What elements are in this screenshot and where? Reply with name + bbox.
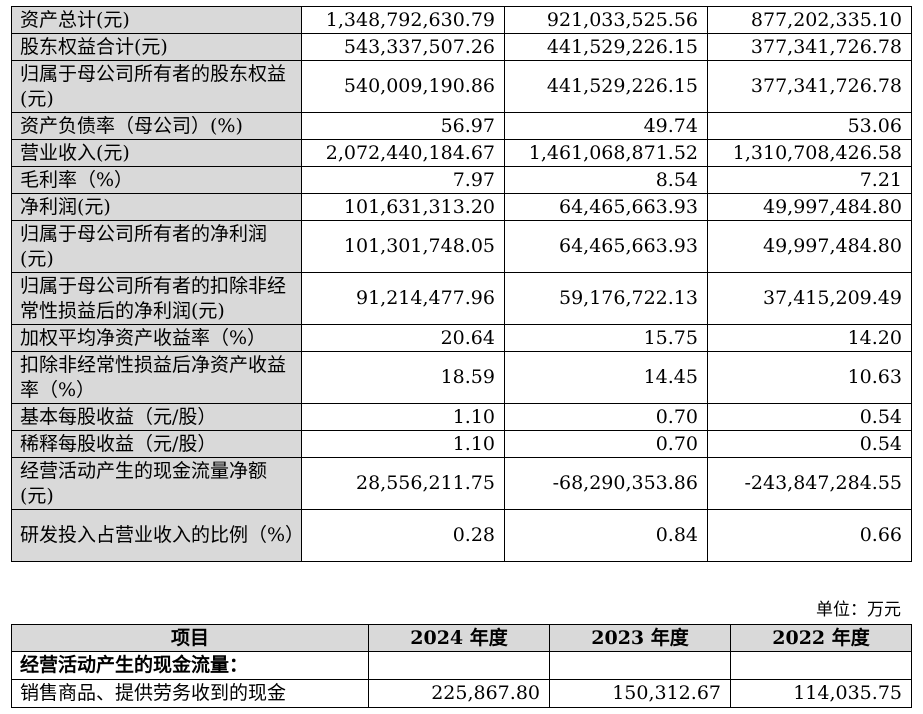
section-title: 经营活动产生的现金流量：	[11, 651, 369, 680]
value-2023: 15.75	[504, 324, 708, 352]
value-2023: 150,312.67	[549, 679, 731, 708]
value-2022: 0.54	[707, 430, 912, 458]
table-row: 资产负债率（母公司）(%) 56.97 49.74 53.06	[11, 112, 912, 140]
value-2022: -243,847,284.55	[707, 457, 912, 510]
value-2024: 20.64	[301, 324, 505, 352]
table-row: 稀释每股收益（元/股） 1.10 0.70 0.54	[11, 430, 912, 458]
value-2024: 91,214,477.96	[301, 272, 505, 325]
row-label: 基本每股收益（元/股）	[11, 403, 302, 431]
value-2024: 28,556,211.75	[301, 457, 505, 510]
section-row: 经营活动产生的现金流量：	[11, 651, 912, 680]
value-2023: 441,529,226.15	[504, 60, 708, 113]
table-row: 销售商品、提供劳务收到的现金 225,867.80 150,312.67 114…	[11, 679, 912, 708]
row-label: 资产总计(元)	[11, 6, 302, 34]
row-label: 净利润(元)	[11, 193, 302, 221]
table-row: 归属于母公司所有者的净利润(元) 101,301,748.05 64,465,6…	[11, 220, 912, 273]
value-2024: 1.10	[301, 403, 505, 431]
value-2023: 59,176,722.13	[504, 272, 708, 325]
unit-note: 单位：万元	[816, 600, 901, 620]
value-2024: 1.10	[301, 430, 505, 458]
value-2023: 921,033,525.56	[504, 6, 708, 34]
row-label: 研发投入占营业收入的比例（%）	[11, 509, 302, 562]
value-2022: 49,997,484.80	[707, 193, 912, 221]
table-header-row: 项目 2024 年度 2023 年度 2022 年度	[11, 624, 912, 652]
value-2024: 543,337,507.26	[301, 33, 505, 61]
table-row: 扣除非经常性损益后净资产收益率（%） 18.59 14.45 10.63	[11, 351, 912, 404]
row-label: 毛利率（%）	[11, 166, 302, 194]
value-2024: 101,301,748.05	[301, 220, 505, 273]
value-2024: 1,348,792,630.79	[301, 6, 505, 34]
table-row: 净利润(元) 101,631,313.20 64,465,663.93 49,9…	[11, 193, 912, 221]
row-label: 稀释每股收益（元/股）	[11, 430, 302, 458]
table-row: 股东权益合计(元) 543,337,507.26 441,529,226.15 …	[11, 33, 912, 61]
value-2023: -68,290,353.86	[504, 457, 708, 510]
value-2023: 64,465,663.93	[504, 193, 708, 221]
value-2022: 7.21	[707, 166, 912, 194]
value-2024: 540,009,190.86	[301, 60, 505, 113]
value-2024: 18.59	[301, 351, 505, 404]
row-label: 股东权益合计(元)	[11, 33, 302, 61]
value-2023: 441,529,226.15	[504, 33, 708, 61]
table-row: 研发投入占营业收入的比例（%） 0.28 0.84 0.66	[11, 509, 912, 562]
value-2022: 377,341,726.78	[707, 60, 912, 113]
value-2022: 49,997,484.80	[707, 220, 912, 273]
value-2024: 101,631,313.20	[301, 193, 505, 221]
value-2022: 0.54	[707, 403, 912, 431]
value-2022: 1,310,708,426.58	[707, 139, 912, 167]
value-2023: 64,465,663.93	[504, 220, 708, 273]
table-row: 加权平均净资产收益率（%） 20.64 15.75 14.20	[11, 324, 912, 352]
table-row: 归属于母公司所有者的股东权益(元) 540,009,190.86 441,529…	[11, 60, 912, 113]
table-row: 营业收入(元) 2,072,440,184.67 1,461,068,871.5…	[11, 139, 912, 167]
row-label: 营业收入(元)	[11, 139, 302, 167]
table-row: 毛利率（%） 7.97 8.54 7.21	[11, 166, 912, 194]
value-2024: 0.28	[301, 509, 505, 562]
value-2024: 7.97	[301, 166, 505, 194]
empty-cell	[549, 651, 731, 680]
cashflow-table: 项目 2024 年度 2023 年度 2022 年度 经营活动产生的现金流量： …	[11, 624, 912, 708]
value-2022: 37,415,209.49	[707, 272, 912, 325]
value-2022: 114,035.75	[730, 679, 912, 708]
value-2022: 0.66	[707, 509, 912, 562]
value-2023: 1,461,068,871.52	[504, 139, 708, 167]
row-label: 资产负债率（母公司）(%)	[11, 112, 302, 140]
value-2022: 14.20	[707, 324, 912, 352]
value-2024: 225,867.80	[368, 679, 550, 708]
row-label: 归属于母公司所有者的扣除非经常性损益后的净利润(元)	[11, 272, 302, 325]
value-2022: 377,341,726.78	[707, 33, 912, 61]
table-row: 归属于母公司所有者的扣除非经常性损益后的净利润(元) 91,214,477.96…	[11, 272, 912, 325]
header-2024: 2024 年度	[368, 624, 550, 652]
value-2023: 0.70	[504, 430, 708, 458]
row-label: 归属于母公司所有者的净利润(元)	[11, 220, 302, 273]
empty-cell	[730, 651, 912, 680]
value-2023: 0.70	[504, 403, 708, 431]
header-2023: 2023 年度	[549, 624, 731, 652]
value-2023: 14.45	[504, 351, 708, 404]
row-label: 经营活动产生的现金流量净额(元)	[11, 457, 302, 510]
empty-cell	[368, 651, 550, 680]
value-2022: 10.63	[707, 351, 912, 404]
value-2022: 53.06	[707, 112, 912, 140]
row-label: 扣除非经常性损益后净资产收益率（%）	[11, 351, 302, 404]
value-2023: 0.84	[504, 509, 708, 562]
value-2023: 49.74	[504, 112, 708, 140]
header-item: 项目	[11, 624, 369, 652]
value-2022: 877,202,335.10	[707, 6, 912, 34]
row-label: 销售商品、提供劳务收到的现金	[11, 679, 369, 708]
value-2023: 8.54	[504, 166, 708, 194]
table-row: 经营活动产生的现金流量净额(元) 28,556,211.75 -68,290,3…	[11, 457, 912, 510]
table-row: 资产总计(元) 1,348,792,630.79 921,033,525.56 …	[11, 6, 912, 34]
financial-indicators-table: 资产总计(元) 1,348,792,630.79 921,033,525.56 …	[11, 6, 912, 562]
value-2024: 2,072,440,184.67	[301, 139, 505, 167]
row-label: 加权平均净资产收益率（%）	[11, 324, 302, 352]
value-2024: 56.97	[301, 112, 505, 140]
header-2022: 2022 年度	[730, 624, 912, 652]
row-label: 归属于母公司所有者的股东权益(元)	[11, 60, 302, 113]
table-row: 基本每股收益（元/股） 1.10 0.70 0.54	[11, 403, 912, 431]
